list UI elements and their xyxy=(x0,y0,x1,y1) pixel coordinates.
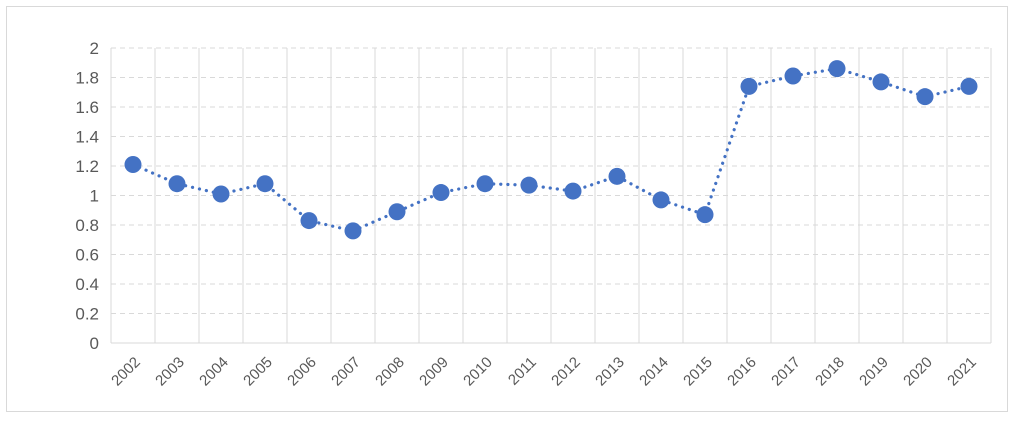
data-point xyxy=(388,203,406,221)
data-point xyxy=(784,67,802,85)
data-point xyxy=(960,77,978,95)
data-point xyxy=(300,212,318,230)
data-point xyxy=(608,167,626,185)
y-tick-label: 0.2 xyxy=(75,305,99,324)
x-tick-label: 2002 xyxy=(108,354,144,390)
data-point xyxy=(168,175,186,193)
y-tick-label: 0.4 xyxy=(75,275,99,294)
x-tick-label: 2012 xyxy=(548,354,584,390)
x-tick-label: 2010 xyxy=(460,354,496,390)
x-tick-label: 2016 xyxy=(724,354,760,390)
y-tick-label: 1.4 xyxy=(75,128,99,147)
x-tick-label: 2007 xyxy=(328,354,364,390)
data-point xyxy=(828,60,846,78)
data-point xyxy=(564,182,582,200)
x-tick-label: 2009 xyxy=(416,354,452,390)
x-tick-label: 2011 xyxy=(505,354,540,389)
y-tick-label: 1.6 xyxy=(75,98,99,117)
y-tick-label: 0.8 xyxy=(75,216,99,235)
x-tick-label: 2013 xyxy=(592,354,628,390)
x-tick-label: 2008 xyxy=(372,354,408,390)
x-tick-label: 2006 xyxy=(284,354,320,390)
data-point xyxy=(256,175,274,193)
x-tick-label: 2015 xyxy=(680,354,716,390)
x-axis-tick-labels: 2002 2003 2004 2005 2006 2007 2008 2009 2010 2011… xyxy=(108,354,980,390)
y-tick-label: 0 xyxy=(90,334,99,353)
data-point xyxy=(872,73,890,91)
y-tick-label: 1 xyxy=(90,187,99,206)
x-tick-label: 2017 xyxy=(768,354,804,390)
x-tick-label: 2005 xyxy=(240,354,276,390)
data-point xyxy=(696,206,714,224)
y-tick-label: 2 xyxy=(90,39,99,58)
data-point xyxy=(520,176,538,194)
y-tick-label: 1.8 xyxy=(75,69,99,88)
x-tick-label: 2004 xyxy=(196,354,232,390)
y-tick-label: 0.6 xyxy=(75,246,99,265)
x-tick-label: 2014 xyxy=(636,354,672,390)
data-point xyxy=(476,175,494,193)
x-tick-label: 2018 xyxy=(812,354,848,390)
data-point xyxy=(124,156,142,174)
x-tick-label: 2021 xyxy=(944,354,980,390)
data-point xyxy=(916,88,934,106)
series-markers xyxy=(124,60,978,240)
x-tick-label: 2019 xyxy=(856,354,892,390)
data-point xyxy=(652,191,670,209)
data-point xyxy=(740,77,758,95)
y-axis-tick-labels: 0 0.2 0.4 0.6 0.8 1 1.2 1.4 1.6 1.8 2 xyxy=(75,39,99,353)
data-point xyxy=(344,222,362,240)
x-tick-label: 2003 xyxy=(152,354,188,390)
gridlines xyxy=(110,47,992,344)
data-point xyxy=(432,184,450,202)
data-point xyxy=(212,185,230,203)
x-tick-label: 2020 xyxy=(900,354,936,390)
y-tick-label: 1.2 xyxy=(75,157,99,176)
